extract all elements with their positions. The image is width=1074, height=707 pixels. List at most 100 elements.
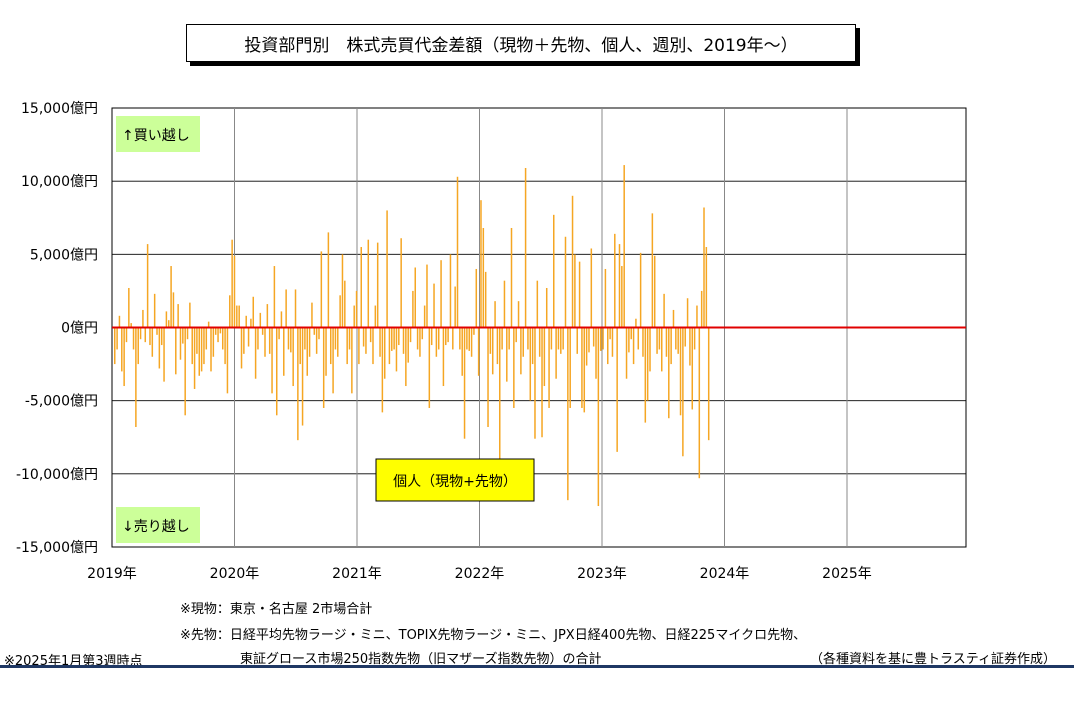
bar bbox=[548, 327, 550, 408]
bar bbox=[191, 327, 193, 365]
bar bbox=[351, 327, 353, 394]
bar bbox=[534, 327, 536, 439]
bar bbox=[210, 327, 212, 372]
bar bbox=[689, 327, 691, 366]
bar bbox=[611, 327, 614, 357]
bar bbox=[679, 327, 682, 416]
bar bbox=[658, 327, 661, 350]
bar bbox=[414, 267, 416, 328]
bar bbox=[520, 327, 522, 375]
bar bbox=[574, 254, 576, 328]
bar bbox=[400, 238, 402, 328]
bar bbox=[245, 315, 247, 328]
bar bbox=[381, 327, 384, 413]
bar bbox=[114, 327, 116, 365]
bar bbox=[651, 213, 654, 328]
bar bbox=[499, 327, 501, 460]
bar bbox=[501, 327, 503, 350]
bar bbox=[409, 327, 412, 343]
note-source: （各種資料を基に豊トラスティ証券作成） bbox=[810, 652, 1056, 667]
bar bbox=[571, 195, 574, 328]
bar bbox=[275, 327, 278, 416]
bar bbox=[160, 327, 163, 346]
bar bbox=[545, 287, 548, 328]
bar bbox=[376, 242, 379, 328]
bar bbox=[320, 251, 323, 328]
bar bbox=[494, 301, 496, 328]
bar bbox=[578, 261, 581, 328]
bar bbox=[677, 327, 679, 354]
bar bbox=[398, 327, 400, 346]
bar bbox=[290, 327, 292, 353]
bar bbox=[614, 233, 616, 328]
bar bbox=[567, 327, 569, 501]
bar bbox=[362, 327, 365, 347]
bar bbox=[196, 327, 198, 354]
bar bbox=[632, 327, 635, 365]
bar bbox=[656, 327, 658, 354]
bar bbox=[259, 312, 262, 328]
x-tick-label: 2020年 bbox=[210, 566, 260, 582]
bar bbox=[513, 327, 515, 408]
bar bbox=[170, 266, 172, 328]
bar bbox=[527, 327, 529, 350]
bar bbox=[285, 289, 287, 328]
bar bbox=[550, 327, 553, 350]
bar bbox=[430, 327, 433, 346]
bar bbox=[325, 327, 327, 376]
buy-label: ↑買い越し bbox=[122, 128, 190, 144]
bar bbox=[128, 287, 130, 328]
bar bbox=[484, 271, 487, 328]
bar bbox=[297, 327, 299, 441]
buy-label-box bbox=[116, 116, 200, 152]
bar bbox=[233, 255, 236, 328]
bar bbox=[562, 327, 564, 350]
bar bbox=[238, 305, 240, 328]
bar bbox=[184, 327, 186, 416]
bar bbox=[391, 327, 393, 351]
bar bbox=[588, 327, 590, 353]
bar bbox=[367, 239, 370, 328]
bar bbox=[477, 327, 480, 376]
bar bbox=[468, 327, 470, 351]
y-tick-label: -5,000億円 bbox=[25, 394, 98, 410]
bar bbox=[707, 327, 710, 441]
bar bbox=[602, 327, 604, 350]
bar bbox=[172, 292, 175, 328]
bar bbox=[386, 210, 388, 328]
bar bbox=[219, 327, 222, 334]
bar bbox=[536, 280, 539, 328]
sell-label-box bbox=[116, 507, 200, 543]
bar bbox=[221, 327, 224, 350]
bar bbox=[306, 327, 309, 376]
bar bbox=[142, 309, 144, 328]
bar bbox=[182, 327, 184, 344]
bar bbox=[560, 327, 562, 354]
bar bbox=[151, 327, 154, 357]
bar bbox=[597, 327, 600, 507]
y-tick-label: 15,000億円 bbox=[21, 101, 98, 117]
bar bbox=[123, 327, 125, 387]
bar bbox=[618, 244, 621, 328]
bar bbox=[167, 320, 170, 328]
bar bbox=[496, 327, 499, 365]
bar bbox=[332, 327, 334, 394]
bar bbox=[703, 207, 705, 328]
bar bbox=[517, 301, 520, 328]
y-tick-label: -10,000億円 bbox=[16, 467, 98, 483]
bar bbox=[503, 280, 506, 328]
bar bbox=[609, 327, 611, 340]
bar bbox=[445, 327, 447, 346]
bar bbox=[153, 293, 156, 328]
bar bbox=[693, 327, 696, 350]
bar bbox=[607, 327, 609, 365]
bar bbox=[313, 327, 316, 335]
bar bbox=[146, 244, 149, 328]
bar bbox=[696, 305, 698, 328]
bar bbox=[329, 327, 332, 365]
bar bbox=[531, 327, 534, 365]
y-tick-label: 10,000億円 bbox=[21, 174, 98, 190]
bar bbox=[311, 302, 313, 328]
bar bbox=[621, 266, 623, 328]
bar bbox=[682, 327, 684, 457]
